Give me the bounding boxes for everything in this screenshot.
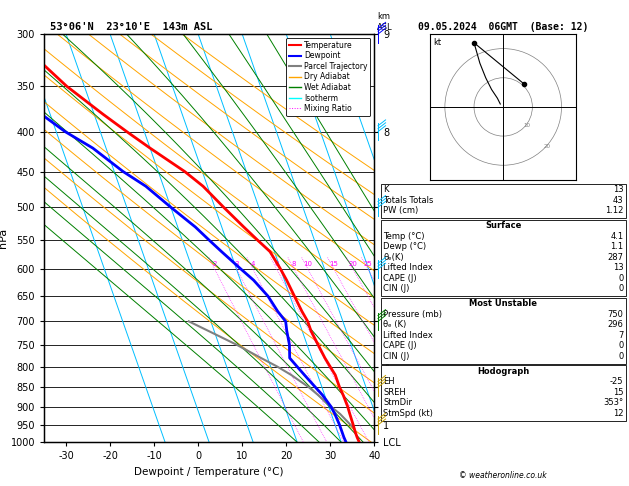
Text: θₑ(K): θₑ(K)	[383, 253, 404, 262]
Text: 10: 10	[303, 261, 313, 267]
Text: 296: 296	[608, 320, 623, 330]
Text: 0: 0	[618, 352, 623, 361]
Text: 4.1: 4.1	[610, 232, 623, 241]
Text: Pressure (mb): Pressure (mb)	[383, 310, 442, 319]
Text: PW (cm): PW (cm)	[383, 206, 418, 215]
Text: 09.05.2024  06GMT  (Base: 12): 09.05.2024 06GMT (Base: 12)	[418, 21, 588, 32]
Text: 353°: 353°	[603, 398, 623, 407]
Text: Surface: Surface	[485, 221, 521, 230]
Text: Totals Totals: Totals Totals	[383, 195, 433, 205]
Text: StmSpd (kt): StmSpd (kt)	[383, 409, 433, 418]
X-axis label: Dewpoint / Temperature (°C): Dewpoint / Temperature (°C)	[135, 467, 284, 477]
Text: K: K	[383, 185, 389, 194]
Text: CIN (J): CIN (J)	[383, 352, 409, 361]
Text: 25: 25	[364, 261, 372, 267]
Text: 4: 4	[251, 261, 255, 267]
Text: 0: 0	[618, 341, 623, 350]
Text: 15: 15	[330, 261, 338, 267]
Text: 43: 43	[613, 195, 623, 205]
Text: 750: 750	[608, 310, 623, 319]
Text: 12: 12	[613, 409, 623, 418]
Text: 53°06'N  23°10'E  143m ASL: 53°06'N 23°10'E 143m ASL	[50, 21, 213, 32]
Text: Dewp (°C): Dewp (°C)	[383, 242, 426, 251]
Text: 0: 0	[618, 284, 623, 293]
Text: 20: 20	[544, 144, 551, 149]
Text: 7: 7	[618, 330, 623, 340]
Text: CIN (J): CIN (J)	[383, 284, 409, 293]
Text: Lifted Index: Lifted Index	[383, 263, 433, 272]
Text: Hodograph: Hodograph	[477, 367, 530, 376]
Text: StmDir: StmDir	[383, 398, 412, 407]
Text: 1.12: 1.12	[605, 206, 623, 215]
Text: CAPE (J): CAPE (J)	[383, 341, 416, 350]
Text: 20: 20	[348, 261, 357, 267]
Text: 287: 287	[608, 253, 623, 262]
Text: EH: EH	[383, 377, 394, 386]
Text: 0: 0	[618, 274, 623, 283]
Text: 13: 13	[613, 263, 623, 272]
Legend: Temperature, Dewpoint, Parcel Trajectory, Dry Adiabat, Wet Adiabat, Isotherm, Mi: Temperature, Dewpoint, Parcel Trajectory…	[286, 38, 370, 116]
Text: kt: kt	[433, 38, 442, 48]
Text: -25: -25	[610, 377, 623, 386]
Text: 3: 3	[235, 261, 239, 267]
Y-axis label: hPa: hPa	[0, 228, 8, 248]
Text: © weatheronline.co.uk: © weatheronline.co.uk	[459, 471, 547, 480]
Text: 15: 15	[613, 388, 623, 397]
Text: 10: 10	[523, 123, 531, 128]
Text: 6: 6	[274, 261, 279, 267]
Text: km
ASL: km ASL	[377, 12, 393, 32]
Text: CAPE (J): CAPE (J)	[383, 274, 416, 283]
Text: Most Unstable: Most Unstable	[469, 299, 537, 309]
Text: Lifted Index: Lifted Index	[383, 330, 433, 340]
Text: θₑ (K): θₑ (K)	[383, 320, 406, 330]
Text: 1.1: 1.1	[610, 242, 623, 251]
Text: SREH: SREH	[383, 388, 406, 397]
Text: 8: 8	[292, 261, 296, 267]
Text: 2: 2	[213, 261, 217, 267]
Text: Temp (°C): Temp (°C)	[383, 232, 425, 241]
Text: 13: 13	[613, 185, 623, 194]
